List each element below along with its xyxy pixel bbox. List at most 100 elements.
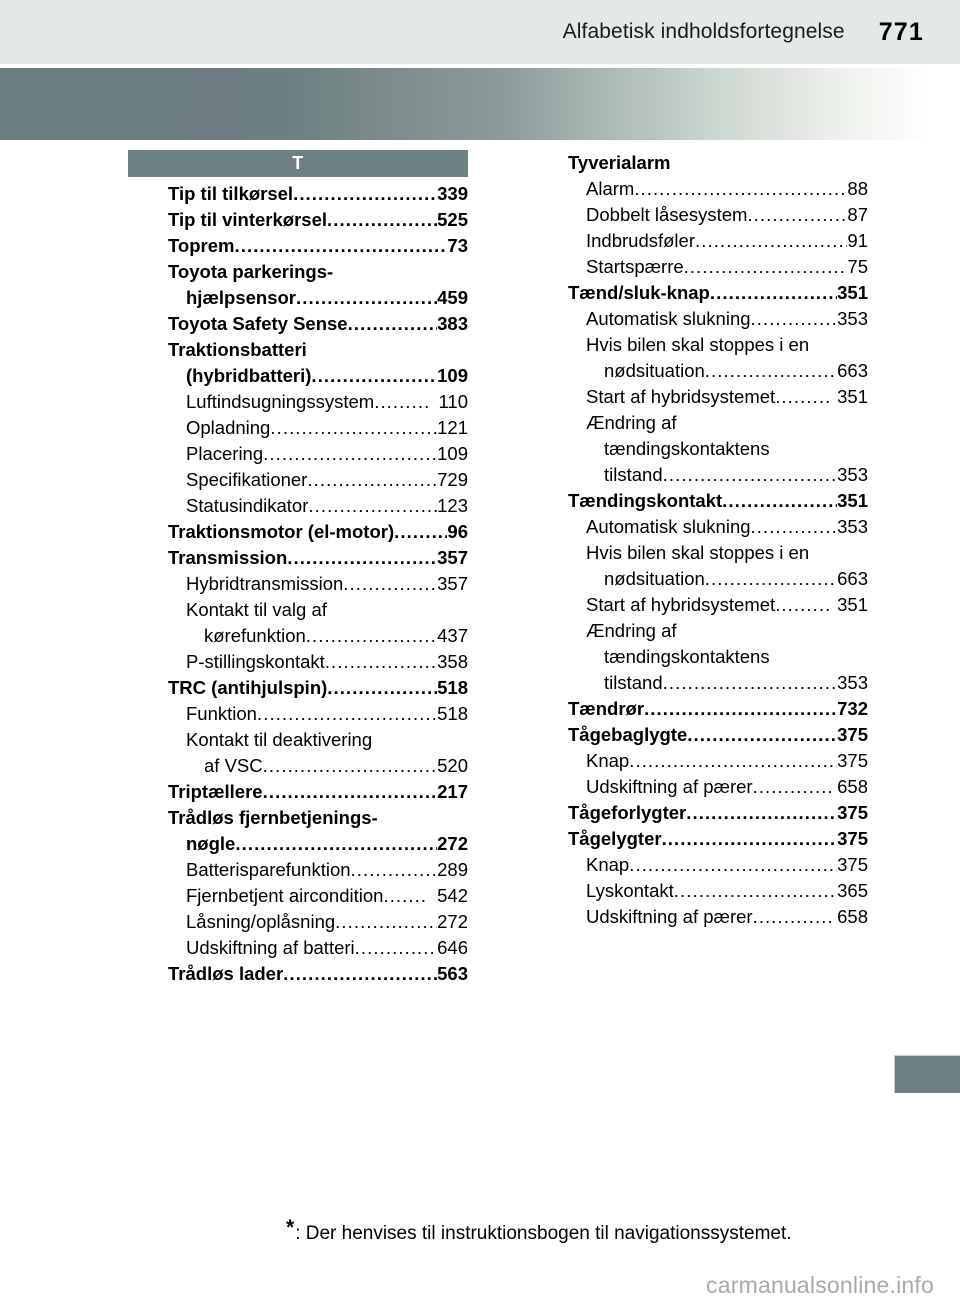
index-entry[interactable]: Tågebaglygte ......................... 37… [528, 722, 868, 748]
index-entry-label: Ændring af [586, 620, 677, 641]
index-entry[interactable]: tilstand................................… [528, 670, 868, 696]
index-entry-page-number: 73 [447, 235, 468, 256]
index-entry-page-number: 75 [847, 256, 868, 277]
index-entry[interactable]: tændingskontaktens [528, 644, 868, 670]
index-entry[interactable]: Knap....................................… [528, 748, 868, 774]
index-entry-page-number: 375 [837, 828, 868, 849]
index-entry[interactable]: Start af hybridsystemet......... 351 [528, 592, 868, 618]
index-entry[interactable]: Statusindikator.......................12… [128, 493, 468, 519]
index-entry[interactable]: Tågelygter .............................… [528, 826, 868, 852]
index-entry[interactable]: af VSC............................... 520 [128, 753, 468, 779]
index-entry-label: Funktion [186, 703, 257, 724]
index-entry[interactable]: Opladning..............................1… [128, 415, 468, 441]
index-entry[interactable]: tændingskontaktens [528, 436, 868, 462]
index-entry-page-number: 646 [437, 937, 468, 958]
index-entry[interactable]: Dobbelt låsesystem................ 87 [528, 202, 868, 228]
index-entry[interactable]: TRC (antihjulspin)....................51… [128, 675, 468, 701]
index-entry-leader-dots: ......................... [687, 724, 838, 745]
index-entry-leader-dots: ......... [775, 594, 832, 615]
index-entry-page-number: 351 [837, 490, 868, 511]
index-entry[interactable]: Batterisparefunktion.............. 289 [128, 857, 468, 883]
index-entry-page-number: 525 [437, 209, 468, 230]
index-entry[interactable]: Tænd/sluk-knap.......................351 [528, 280, 868, 306]
index-entry[interactable]: Start af hybridsystemet......... 351 [528, 384, 868, 410]
index-entry[interactable]: Toyota Safety Sense................383 [128, 311, 468, 337]
index-entry-label: Batterisparefunktion [186, 859, 351, 880]
index-entry[interactable]: nødsituation........................663 [528, 566, 868, 592]
index-entry[interactable]: Lyskontakt............................. 3… [528, 878, 868, 904]
index-entry-label: Knap [586, 854, 630, 875]
index-entry[interactable]: Trådløs fjernbetjenings- [128, 805, 468, 831]
index-entry[interactable]: Indbrudsføler...........................… [528, 228, 868, 254]
index-entry[interactable]: Hvis bilen skal stoppes i en [528, 540, 868, 566]
index-entry[interactable]: kørefunktion........................437 [128, 623, 468, 649]
index-entry[interactable]: Triptællere.............................… [128, 779, 468, 805]
index-entry-page-number: 563 [437, 963, 468, 984]
index-entry[interactable]: Traktionsbatteri [128, 337, 468, 363]
index-entry[interactable]: Transmission...........................3… [128, 545, 468, 571]
index-entry[interactable]: Startspærre.............................… [528, 254, 868, 280]
index-entry-label: Alarm [586, 178, 635, 199]
index-entry-page-number: 96 [447, 521, 468, 542]
index-entry[interactable]: Specifikationer...................... 729 [128, 467, 468, 493]
index-entry-page-number: 353 [837, 464, 868, 485]
index-entry[interactable]: Udskiftning af pærer............. 658 [528, 774, 868, 800]
index-entry[interactable]: (hybridbatteri)........................1… [128, 363, 468, 389]
index-entry[interactable]: nødsituation........................663 [528, 358, 868, 384]
index-entry[interactable]: Hvis bilen skal stoppes i en [528, 332, 868, 358]
index-entry[interactable]: Automatisk slukning.............. 353 [528, 514, 868, 540]
index-entry-label: Tågelygter [568, 828, 662, 849]
index-entry-page-number: 518 [437, 703, 468, 724]
index-entry-leader-dots: ....... [383, 885, 428, 906]
index-entry-leader-dots: .................................... [644, 698, 838, 719]
index-entry[interactable]: Udskiftning af pærer............. 658 [528, 904, 868, 930]
index-entry[interactable]: Tågeforlygter...........................… [528, 800, 868, 826]
index-entry[interactable]: Funktion................................… [128, 701, 468, 727]
index-column-left: T Tip til tilkørsel.....................… [128, 150, 468, 987]
index-entry[interactable]: Låsning/oplåsning................. 272 [128, 909, 468, 935]
index-entry-page-number: 353 [837, 672, 868, 693]
index-entry[interactable]: Toprem..................................… [128, 233, 468, 259]
index-entry[interactable]: Traktionsmotor (el-motor)......... 96 [128, 519, 468, 545]
index-entry-leader-dots: ................................ [662, 464, 838, 485]
index-entry[interactable]: Ændring af [528, 410, 868, 436]
index-entry[interactable]: Placering...............................… [128, 441, 468, 467]
index-entry-page-number: 91 [847, 230, 868, 251]
index-entry-leader-dots: ............................. [683, 256, 848, 277]
index-entry[interactable]: nøgle...................................… [128, 831, 468, 857]
index-entry[interactable]: hjælpsensor...........................45… [128, 285, 468, 311]
index-entry-leader-dots: ........................... [287, 547, 438, 568]
index-entry-label: Specifikationer [186, 469, 308, 490]
index-entry[interactable]: Ændring af [528, 618, 868, 644]
index-entry[interactable]: P-stillingskontakt.................. 358 [128, 649, 468, 675]
index-entry[interactable]: Tip til vinterkørsel....................… [128, 207, 468, 233]
index-entry-leader-dots: ........................... [695, 230, 848, 251]
index-entry[interactable]: Udskiftning af batteri............. 646 [128, 935, 468, 961]
index-entry[interactable]: Alarm...................................… [528, 176, 868, 202]
index-entry[interactable]: Knap....................................… [528, 852, 868, 878]
index-entry[interactable]: Tændingskontakt.................... 351 [528, 488, 868, 514]
index-entry-label: Traktionsbatteri [168, 339, 307, 360]
index-entry[interactable]: Tændrør.................................… [528, 696, 868, 722]
index-entry[interactable]: Luftindsugningssystem......... 110 [128, 389, 468, 415]
index-entry[interactable]: Automatisk slukning.............. 353 [528, 306, 868, 332]
index-entry-page-number: 542 [437, 885, 468, 906]
index-entry[interactable]: Toyota parkerings- [128, 259, 468, 285]
index-entry-page-number: 459 [437, 287, 468, 308]
index-entry-leader-dots: ......... [775, 386, 832, 407]
index-entry[interactable]: Kontakt til valg af [128, 597, 468, 623]
index-entry[interactable]: Fjernbetjent aircondition....... 542 [128, 883, 468, 909]
index-entry[interactable]: Trådløs lader...........................… [128, 961, 468, 987]
index-entry[interactable]: Tyverialarm [528, 150, 868, 176]
index-entry-leader-dots: .................... [327, 677, 437, 698]
index-entry-label: Statusindikator [186, 495, 309, 516]
index-entry[interactable]: Kontakt til deaktivering [128, 727, 468, 753]
index-entry-leader-dots: ......... [374, 391, 431, 412]
index-entry-label: Hybridtransmission [186, 573, 344, 594]
index-entry-label: tændingskontaktens [604, 438, 770, 459]
index-entry[interactable]: tilstand................................… [528, 462, 868, 488]
index-entry[interactable]: Hybridtransmission............... 357 [128, 571, 468, 597]
index-entry[interactable]: Tip til tilkørsel.......................… [128, 181, 468, 207]
footnote: *: Der henvises til instruktionsbogen ti… [286, 1216, 792, 1245]
index-entry-label: tændingskontaktens [604, 646, 770, 667]
